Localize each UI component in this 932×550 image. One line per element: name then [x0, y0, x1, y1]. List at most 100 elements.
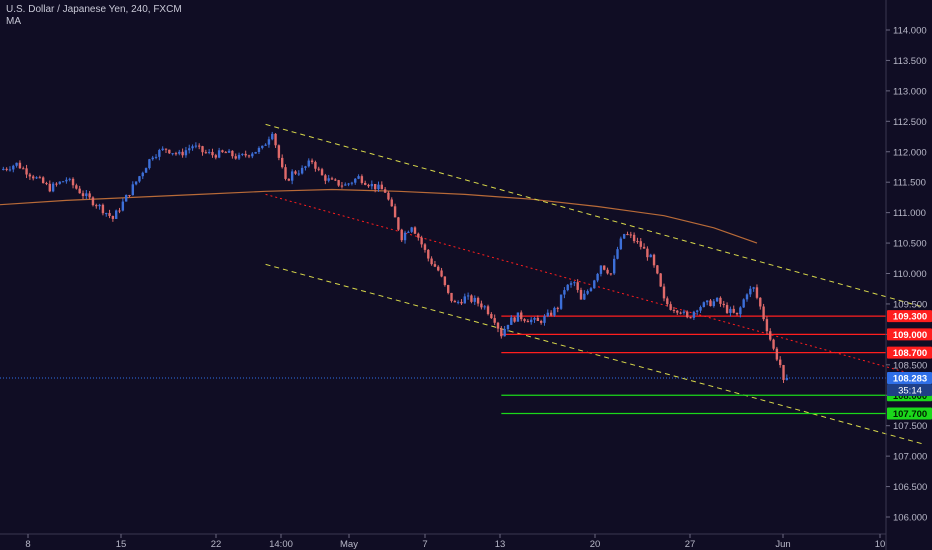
candle-body: [466, 295, 470, 297]
candle-body: [500, 328, 503, 337]
candle-body: [194, 145, 198, 147]
candle-body: [134, 181, 138, 185]
candle-body: [188, 148, 191, 151]
resistance-level-tag-bg: [887, 346, 932, 359]
candle-body: [297, 173, 300, 175]
candle-body: [281, 157, 284, 168]
price-axis[interactable]: 106.000 106.500 107.000 107.500 108.000 108.5…: [885, 0, 927, 550]
price-tags-layer: 109.300 109.000 108.700 108.000 107.700 108.2…: [887, 310, 932, 420]
candle-body: [656, 265, 659, 274]
candle-body: [715, 297, 719, 302]
candle-body: [712, 301, 715, 307]
moving-average-line: [0, 188, 758, 244]
candle-body: [609, 273, 613, 275]
candle-body: [237, 154, 241, 159]
candle-body: [158, 150, 161, 157]
candle-body: [324, 175, 327, 181]
candle-body: [619, 238, 623, 250]
candle-body: [583, 293, 586, 300]
candle-body: [310, 160, 314, 163]
candle-body: [128, 194, 131, 196]
candle-body: [447, 285, 450, 293]
time-tick-label: 7: [422, 539, 427, 550]
time-tick-label: Jun: [775, 539, 790, 550]
candle-body: [559, 294, 563, 309]
candle-body: [307, 160, 310, 167]
candle-body: [417, 233, 420, 238]
candle-body: [174, 153, 178, 155]
candle-body: [294, 171, 297, 174]
candle-body: [490, 314, 493, 319]
candle-body: [334, 179, 337, 181]
candle-body: [626, 234, 629, 236]
candle-body: [144, 168, 148, 173]
candle-body: [267, 139, 271, 145]
candle-body: [639, 241, 642, 247]
candle-body: [171, 153, 174, 155]
candle-body: [314, 162, 317, 169]
price-tick-label: 111.500: [893, 178, 926, 189]
candle-body: [659, 273, 662, 287]
candle-body: [676, 310, 679, 313]
time-axis[interactable]: 8 15 22 14:00 May 7 13 20 27 Jun 10: [0, 533, 886, 550]
last-price-tag: 108.283: [893, 374, 927, 385]
candle-body: [563, 290, 566, 295]
candle-body: [513, 317, 516, 322]
candle-body: [732, 308, 735, 313]
candle-body: [772, 339, 775, 349]
candle-body: [530, 319, 533, 323]
price-tick-label: 111.000: [893, 208, 926, 219]
candle-body: [247, 155, 251, 157]
symbol-title[interactable]: U.S. Dollar / Japanese Yen, 240, FXCM: [6, 4, 182, 15]
candle-body: [85, 193, 88, 197]
candle-body: [231, 150, 234, 157]
price-tick-label: 107.000: [893, 452, 927, 463]
candle-body: [164, 148, 168, 150]
candle-body: [244, 153, 247, 156]
indicator-label[interactable]: MA: [6, 16, 21, 27]
price-tick-label: 113.500: [893, 56, 927, 67]
candle-body: [470, 295, 473, 302]
candle-body: [682, 311, 686, 313]
candle-body: [65, 179, 68, 182]
price-tick-label: 109.500: [893, 299, 927, 310]
candle-body: [168, 149, 171, 154]
candle-body: [131, 184, 134, 196]
candle-body: [407, 231, 410, 233]
candle-body: [403, 232, 407, 241]
candle-body: [480, 303, 483, 308]
candle-body: [257, 147, 261, 152]
candle-body: [566, 284, 569, 291]
candle-body: [377, 184, 380, 190]
candle-body: [652, 254, 656, 266]
countdown-tag-bg: [887, 384, 932, 397]
candle-body: [254, 151, 257, 154]
candle-body: [476, 297, 480, 304]
candle-body: [745, 294, 749, 300]
candle-body: [350, 182, 354, 184]
candle-body: [234, 156, 237, 159]
candle-body: [397, 217, 400, 230]
candle-body: [387, 192, 390, 200]
candle-body: [573, 282, 576, 284]
countdown-tag: 35:14: [898, 386, 922, 397]
candle-body: [705, 300, 709, 303]
candle-body: [287, 178, 291, 181]
support-level-tag: 108.000: [893, 391, 927, 402]
candle-body: [689, 317, 692, 319]
price-tick-label: 107.500: [893, 421, 927, 432]
candle-body: [649, 254, 652, 258]
candle-body: [304, 166, 307, 168]
time-tick-label: 27: [685, 539, 696, 550]
candle-body: [184, 150, 188, 156]
candle-body: [327, 178, 330, 181]
time-tick-label: 13: [495, 539, 506, 550]
candle-body: [124, 194, 128, 202]
price-tick-label: 106.000: [893, 513, 927, 524]
candle-body: [95, 205, 98, 207]
candle-body: [642, 246, 646, 249]
candle-body: [75, 185, 78, 189]
candle-body: [410, 227, 413, 232]
